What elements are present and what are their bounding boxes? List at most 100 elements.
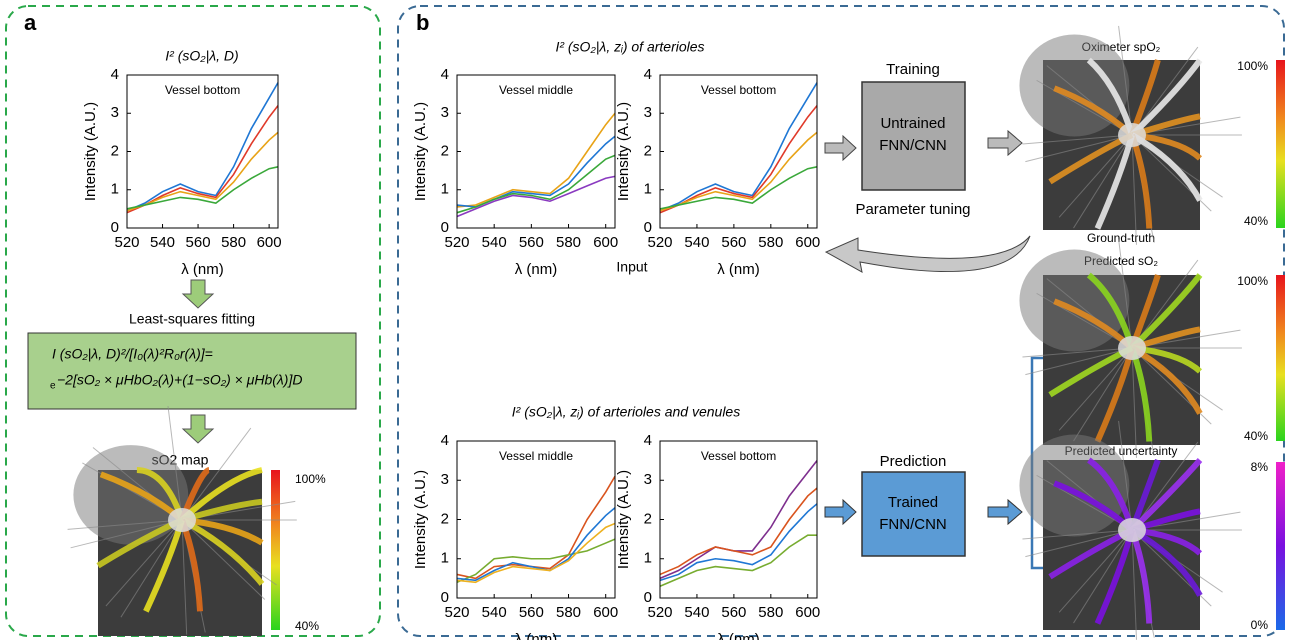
capillary: [1022, 347, 1133, 358]
capillary: [1025, 529, 1133, 558]
x-tick-label: 520: [444, 604, 469, 621]
x-tick-label: 540: [684, 604, 709, 621]
capillary: [1058, 134, 1133, 218]
spectrum-line: [126, 131, 279, 212]
annotation: Vessel middle: [499, 83, 573, 97]
spectrum-line: [456, 507, 616, 582]
y-tick-label: 1: [644, 550, 652, 567]
y-axis-label: Intensity (A.U.): [412, 102, 429, 201]
line-chart: 0 1 2 3 4 520 540 560 580 600 Vessel middle λ (nm) I…: [412, 66, 618, 278]
capillary: [1073, 529, 1133, 624]
capillary: [1073, 134, 1133, 229]
spectrum-line: [659, 534, 817, 587]
capillary: [1025, 134, 1133, 163]
spectrum-line: [456, 154, 616, 214]
y-tick-label: 1: [441, 181, 449, 198]
y-tick-label: 2: [441, 142, 449, 159]
x-axis-label: λ (nm): [717, 631, 760, 640]
step-label: Least-squares fitting: [129, 311, 255, 327]
x-tick-label: 600: [593, 604, 618, 621]
spectrum-line: [126, 82, 279, 212]
spectrum-line: [659, 131, 818, 212]
colorbar: [1276, 275, 1285, 441]
y-tick-label: 0: [644, 589, 652, 606]
x-tick-label: 560: [721, 234, 746, 251]
plot-frame: [659, 74, 818, 229]
arrow: [824, 134, 857, 162]
colorbar-label: 40%: [1244, 214, 1268, 228]
step-label: Training: [886, 61, 940, 78]
capillary: [1131, 529, 1137, 640]
model-label: FNN/CNN: [879, 137, 947, 154]
colorbar-label: 8%: [1251, 460, 1269, 474]
equation: e: [50, 381, 56, 392]
capillary: [1118, 238, 1133, 349]
panel-label: a: [24, 10, 37, 35]
spectrum-line: [126, 105, 279, 214]
spectrum-line: [456, 112, 616, 208]
line-chart: 0 1 2 3 4 520 540 560 580 600 Vessel bottom λ (nm) I…: [615, 66, 820, 278]
x-tick-label: 580: [221, 234, 246, 251]
capillary: [1058, 347, 1133, 431]
equation: I (sO₂|λ, D)²/[I₀(λ)²R₀r(λ)]=: [52, 346, 213, 362]
retina-glow: [73, 445, 189, 545]
arrow: [987, 498, 1023, 526]
spectrum-line: [659, 460, 818, 580]
y-axis-label: Intensity (A.U.): [412, 470, 429, 569]
capillary: [1118, 25, 1133, 136]
optic-disc: [1118, 518, 1146, 542]
y-tick-label: 2: [111, 142, 119, 159]
spectrum-line: [659, 166, 818, 210]
y-tick-label: 0: [441, 589, 449, 606]
annotation: Vessel bottom: [165, 83, 240, 97]
x-tick-label: 600: [257, 234, 282, 251]
capillary: [181, 519, 188, 635]
plot-title: I² (sO₂|λ, zᵢ) of arterioles: [555, 39, 704, 55]
x-axis-label: λ (nm): [181, 261, 224, 278]
line-chart: 0 1 2 3 4 520 540 560 580 600 Vessel middle λ (nm) I…: [412, 432, 618, 640]
capillary: [1131, 134, 1137, 245]
capillary: [1118, 420, 1133, 531]
image-caption: Ground-truth: [1087, 231, 1155, 245]
y-tick-label: 0: [441, 219, 449, 236]
colorbar: [271, 470, 280, 630]
line-chart: 0 1 2 3 4 520 540 560 580 600 Vessel bottom λ (nm) I…: [82, 66, 282, 278]
arrow: [987, 129, 1023, 157]
model-label: Trained: [888, 494, 938, 511]
y-tick-label: 2: [441, 510, 449, 527]
x-tick-label: 580: [556, 234, 581, 251]
x-axis-label: λ (nm): [515, 631, 558, 640]
spectrum-line: [659, 105, 818, 214]
plot-title: I² (sO₂|λ, zᵢ) of arterioles and venules: [512, 404, 740, 420]
annotation: Vessel middle: [499, 449, 573, 463]
y-tick-label: 1: [441, 550, 449, 567]
optic-disc: [1118, 336, 1146, 360]
arrow: [181, 414, 215, 444]
y-axis-label: Intensity (A.U.): [615, 470, 632, 569]
annotation: Vessel bottom: [701, 449, 776, 463]
optic-disc: [1118, 123, 1146, 147]
y-axis-label: Intensity (A.U.): [82, 102, 99, 201]
capillary: [1058, 529, 1133, 613]
y-tick-label: 1: [111, 181, 119, 198]
equation-box: [27, 332, 357, 410]
x-tick-label: 540: [150, 234, 175, 251]
x-tick-label: 520: [114, 234, 139, 251]
spectrum-line: [456, 538, 616, 584]
model-label: FNN/CNN: [879, 516, 947, 533]
y-tick-label: 4: [441, 432, 449, 449]
x-axis-label: λ (nm): [515, 261, 558, 278]
spectrum-line: [659, 82, 818, 212]
colorbar-label: 100%: [1237, 274, 1268, 288]
x-tick-label: 560: [186, 234, 211, 251]
capillary: [120, 519, 183, 618]
capillary: [1036, 79, 1133, 136]
capillary: [1025, 347, 1133, 376]
spectrum-line: [659, 487, 818, 576]
arrow: [824, 498, 857, 526]
capillary: [1036, 474, 1133, 531]
plot-frame: [659, 440, 818, 599]
colorbar-label: 40%: [295, 619, 319, 633]
capillary: [1073, 347, 1133, 442]
